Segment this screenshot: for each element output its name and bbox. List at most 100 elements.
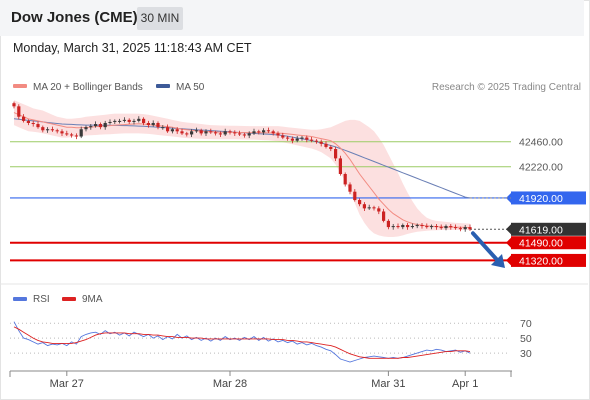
candle-body-70	[348, 184, 352, 192]
legend-label-bollinger: MA 20 + Bollinger Bands	[33, 82, 143, 93]
level-label-5: 41320.00	[519, 255, 563, 267]
candle-body-58	[290, 138, 294, 141]
candle-body-23	[122, 119, 126, 121]
candle-body-65	[324, 143, 328, 147]
candle-body-46	[233, 132, 237, 134]
candle-body-38	[194, 130, 198, 132]
candle-body-59	[295, 138, 299, 141]
candle-body-77	[382, 211, 386, 221]
candle-body-21	[113, 120, 117, 122]
candle-body-53	[266, 130, 270, 132]
legend-label-rsi: RSI	[33, 294, 50, 305]
rsi-plot: 70 50 30	[10, 318, 532, 363]
bollinger-band	[14, 100, 470, 237]
candle-body-95	[468, 227, 472, 230]
candle-body-94	[463, 227, 467, 230]
candle-body-60	[300, 137, 304, 139]
candle-body-2	[22, 116, 26, 121]
level-label-3: 41619.00	[519, 224, 563, 236]
candle-body-16	[89, 126, 93, 128]
candle-body-83	[410, 226, 414, 228]
candle-body-61	[305, 137, 309, 140]
candle-body-57	[286, 137, 290, 139]
candle-body-31	[161, 127, 165, 129]
rsi-legend: RSI 9MA	[13, 294, 103, 305]
candle-body-47	[238, 133, 242, 135]
candle-body-67	[334, 149, 338, 159]
level-badge-arrow-2	[506, 192, 511, 203]
rsi-ma-line	[13, 326, 471, 359]
candle-body-14	[79, 129, 83, 137]
level-badge-arrow-5	[506, 255, 511, 266]
interval-selector[interactable]: 30 MIN	[137, 7, 183, 30]
candle-body-1	[17, 106, 21, 117]
candle-body-4	[31, 122, 35, 125]
level-label-2: 41920.00	[519, 193, 563, 205]
candle-body-86	[425, 226, 429, 228]
candle-body-3	[26, 120, 30, 123]
level-label-0: 42460.00	[519, 137, 563, 149]
candle-body-17	[94, 124, 98, 127]
legend-label-ma50: MA 50	[176, 82, 205, 93]
candle-body-8	[50, 129, 54, 131]
candle-body-76	[377, 208, 381, 212]
x-tick-label-0: Mar 27	[50, 378, 84, 390]
level-badge-arrow-3	[506, 224, 511, 235]
candle-body-20	[108, 121, 112, 123]
candle-body-84	[415, 225, 419, 227]
candle-body-10	[60, 131, 64, 134]
candle-body-74	[367, 207, 371, 209]
forecast-arrow-shaft	[471, 231, 501, 264]
candle-body-35	[180, 131, 184, 134]
legend-label-rsi-ma: 9MA	[82, 294, 103, 305]
candle-body-22	[118, 120, 122, 122]
candle-body-89	[439, 227, 443, 229]
rsi-tick-30: 30	[520, 348, 532, 360]
level-label-1: 42220.00	[519, 162, 563, 174]
research-credit: Research © 2025 Trading Central	[432, 82, 581, 93]
level-label-4: 41490.00	[519, 238, 563, 250]
level-badge-4	[511, 236, 586, 250]
header-bar: Dow Jones (CME) 30 MIN	[0, 0, 584, 36]
x-tick-label-1: Mar 28	[213, 378, 247, 390]
candle-body-82	[406, 225, 410, 228]
candle-body-11	[65, 133, 69, 135]
candle-body-52	[262, 130, 266, 133]
candle-body-66	[329, 146, 333, 150]
legend-swatch-rsi-ma	[62, 297, 76, 301]
candle-body-51	[257, 131, 261, 133]
candle-body-6	[41, 127, 45, 131]
candle-body-37	[190, 131, 194, 135]
candle-body-13	[74, 135, 78, 137]
candle-body-12	[70, 134, 74, 136]
candle-body-88	[434, 226, 438, 228]
candle-body-32	[166, 127, 170, 132]
candle-body-48	[242, 134, 246, 136]
timestamp-label: Monday, March 31, 2025 11:18:43 AM CET	[13, 41, 252, 55]
candle-body-68	[338, 158, 342, 175]
time-axis: Mar 27 Mar 28 Mar 31 Apr 1	[0, 283, 588, 390]
candle-body-90	[444, 226, 448, 229]
candle-body-49	[247, 133, 251, 136]
candle-body-81	[401, 225, 405, 228]
level-badge-3	[511, 222, 586, 236]
candle-body-45	[228, 131, 232, 133]
candle-body-62	[310, 139, 314, 141]
x-tick-label-3: Apr 1	[452, 378, 478, 390]
candle-body-33	[170, 129, 174, 132]
candle-body-91	[449, 226, 453, 228]
candle-body-44	[223, 131, 227, 135]
candle-body-24	[127, 119, 131, 122]
candle-body-87	[430, 226, 434, 228]
candle-body-40	[204, 131, 208, 134]
level-badge-arrow-4	[506, 237, 511, 248]
candle-body-72	[358, 200, 362, 205]
candle-body-30	[156, 122, 160, 128]
legend: MA 20 + Bollinger Bands MA 50 Research ©…	[13, 82, 581, 93]
candle-body-5	[36, 124, 40, 128]
candle-body-28	[146, 122, 150, 126]
candle-body-25	[132, 120, 136, 122]
candle-body-55	[276, 133, 280, 136]
candle-body-43	[218, 133, 222, 135]
